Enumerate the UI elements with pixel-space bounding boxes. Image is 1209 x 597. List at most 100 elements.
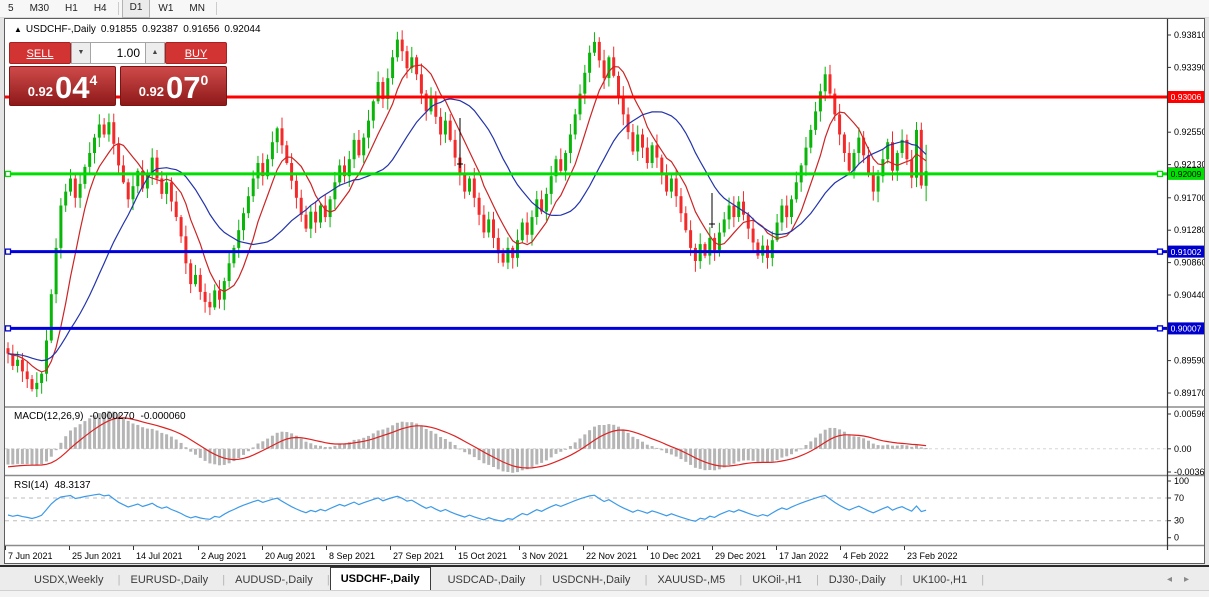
macd-bar	[179, 442, 183, 449]
candle-body	[319, 205, 322, 223]
tab-audusd-daily[interactable]: AUDUSD-,Daily	[225, 570, 329, 590]
candle-body	[11, 353, 15, 366]
macd-bar	[636, 439, 640, 449]
lot-size-input[interactable]: 1.00	[91, 42, 145, 64]
chart-header: ▲ USDCHF-,Daily 0.91855 0.92387 0.91656 0.920…	[14, 24, 266, 35]
candle-body	[126, 182, 130, 200]
macd-bar	[347, 442, 351, 449]
timeframe-button-m30[interactable]: M30	[29, 3, 50, 14]
candle-body	[780, 205, 784, 223]
tab-eurusd-daily[interactable]: EURUSD-,Daily	[120, 570, 224, 590]
tab-usdx-weekly[interactable]: USDX,Weekly	[24, 570, 121, 590]
macd-bar	[275, 432, 279, 449]
timeframe-button-h4[interactable]: H4	[93, 3, 107, 14]
ask-price-display[interactable]: 0.92 07 0	[120, 66, 227, 106]
tab-usdchf-daily[interactable]: USDCHF-,Daily	[329, 567, 431, 590]
timeframe-button-h1[interactable]: H1	[65, 3, 78, 14]
macd-bar	[395, 422, 399, 449]
macd-bar	[97, 413, 101, 449]
candle-body	[439, 116, 443, 135]
macd-bar	[333, 445, 337, 449]
hline-handle[interactable]	[1156, 170, 1164, 178]
ask-price-prefix: 0.92	[138, 84, 165, 99]
date-tick-label: 29 Dec 2021	[715, 551, 766, 561]
macd-bar	[559, 448, 563, 452]
macd-bar	[895, 445, 899, 449]
hline-handle[interactable]	[1156, 248, 1164, 255]
hline-handle[interactable]	[5, 325, 12, 332]
macd-bar	[11, 448, 15, 465]
timeframe-button-d1[interactable]: D1	[121, 0, 151, 18]
price-chart-surface[interactable]: 0.938100.933900.929700.925500.921300.917…	[5, 19, 1204, 561]
macd-bar	[766, 448, 769, 463]
macd-bar	[126, 420, 130, 449]
macd-bar	[477, 448, 481, 461]
macd-bar	[458, 448, 462, 450]
macd-bar	[59, 442, 63, 449]
tab-scroll-left-icon[interactable]: ◂	[1166, 574, 1184, 585]
macd-bar	[16, 448, 20, 464]
candle-body	[876, 176, 880, 192]
timeframe-button-m5[interactable]: 5	[8, 3, 14, 14]
macd-bar	[343, 443, 346, 449]
candle-body	[290, 163, 294, 181]
buy-button[interactable]: BUY	[165, 42, 227, 64]
macd-bar	[790, 448, 793, 455]
candle-body	[270, 142, 274, 160]
bid-price-display[interactable]: 0.92 04 4	[9, 66, 116, 106]
tab-usdcnh-daily[interactable]: USDCNH-,Daily	[542, 570, 647, 590]
price-axis[interactable]: 0.938100.933900.929700.925500.921300.917…	[1166, 19, 1204, 550]
macd-bar	[256, 443, 260, 449]
tab-scroll-right-icon[interactable]: ▸	[1183, 574, 1201, 585]
tab-uk100-h1[interactable]: UK100-,H1	[903, 570, 985, 590]
macd-bar	[775, 448, 779, 460]
tab-dj30-daily[interactable]: DJ30-,Daily	[819, 570, 903, 590]
macd-bar	[40, 448, 44, 465]
macd-bar	[520, 448, 524, 471]
candle-body	[405, 51, 409, 69]
candle-body	[669, 178, 673, 192]
macd-bar	[665, 448, 669, 454]
candle-body	[650, 145, 654, 163]
candle-body	[443, 120, 447, 135]
candle-body	[49, 294, 53, 341]
candle-body	[117, 143, 121, 166]
lot-decrease-button[interactable]: ▼	[71, 42, 91, 64]
macd-bar	[568, 446, 572, 449]
macd-bar	[617, 426, 620, 449]
candle-body	[69, 178, 72, 192]
tab-xauusd-m5[interactable]: XAUUSD-,M5	[647, 570, 742, 590]
candle-body	[809, 129, 813, 148]
macd-bar	[900, 444, 904, 449]
candle-body	[222, 281, 226, 300]
candle-body	[242, 213, 245, 231]
macd-bar	[650, 446, 654, 449]
candle-body	[237, 230, 241, 248]
date-axis[interactable]: 7 Jun 2021 25 Jun 2021 14 Jul 2021 2 Aug 20…	[5, 546, 958, 561]
timeframe-button-mn[interactable]: MN	[189, 3, 205, 14]
tab-usdcad-daily[interactable]: USDCAD-,Daily	[438, 570, 542, 590]
ma-slow-line	[7, 98, 927, 362]
candle-body	[713, 237, 717, 251]
hline-handle[interactable]	[5, 170, 12, 178]
candle-body	[400, 39, 404, 52]
collapse-triangle-icon[interactable]: ▲	[14, 25, 22, 34]
candle-body	[674, 178, 678, 197]
lot-increase-button[interactable]: ▲	[145, 42, 165, 64]
status-bar	[0, 590, 1209, 597]
candle-body	[198, 274, 202, 292]
hline-handle[interactable]	[1156, 325, 1164, 332]
tab-ukoil-h1[interactable]: UKOil-,H1	[742, 570, 818, 590]
hline-handle[interactable]	[5, 248, 12, 255]
candle-body	[333, 182, 337, 200]
one-click-trading-panel: SELL ▼ 1.00 ▲ BUY 0.92 04 4 0.92 07 0	[9, 42, 229, 106]
sell-button[interactable]: SELL	[9, 42, 71, 64]
macd-bar	[785, 448, 789, 457]
candle-body	[852, 153, 856, 171]
timeframe-button-w1[interactable]: W1	[158, 3, 174, 14]
macd-histogram	[6, 410, 928, 473]
axis-badge-label: 0.92009	[1171, 169, 1202, 179]
candle-body	[45, 340, 48, 374]
macd-bar	[578, 438, 582, 449]
candle-body	[727, 205, 731, 220]
